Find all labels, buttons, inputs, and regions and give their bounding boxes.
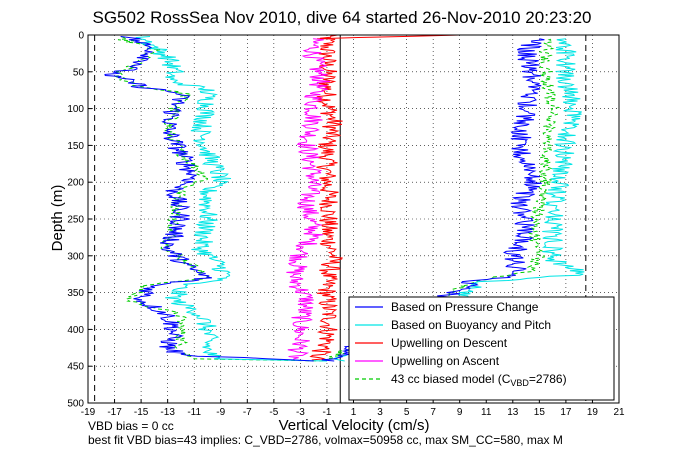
x-tick-label: -7 — [243, 407, 252, 418]
legend-entry-label: Upwelling on Ascent — [391, 354, 500, 368]
y-tick-label: 400 — [67, 325, 84, 336]
x-tick-label: 21 — [613, 407, 625, 418]
x-axis-label: Vertical Velocity (cm/s) — [279, 417, 430, 434]
y-tick-label: 150 — [67, 141, 84, 152]
legend-box — [348, 296, 615, 401]
y-tick-label: 0 — [78, 31, 84, 42]
x-tick-label: -1 — [322, 407, 331, 418]
y-tick-label: 500 — [67, 399, 84, 410]
x-tick-label: 11 — [481, 407, 492, 418]
y-tick-label: 450 — [67, 362, 84, 373]
legend-entry-label: 43 cc biased model (CVBD=2786) — [391, 372, 567, 388]
x-tick-label: 15 — [534, 407, 546, 418]
footnote-vbd-bias: VBD bias = 0 cc — [88, 419, 174, 433]
x-tick-label: 1 — [351, 407, 357, 418]
y-tick-label: 250 — [67, 215, 84, 226]
y-tick-label: 300 — [67, 251, 84, 262]
y-tick-labels: 0 50 100 150 200 250 300 350 400 450 500 — [67, 31, 84, 410]
x-tick-label: 13 — [507, 407, 519, 418]
x-tick-label: 7 — [430, 407, 436, 418]
series-0-line-descent — [104, 36, 314, 362]
x-tick-label: -15 — [134, 407, 149, 418]
x-tick-label: 9 — [457, 407, 463, 418]
x-tick-label: 5 — [404, 407, 410, 418]
x-tick-label: 17 — [560, 407, 572, 418]
series-4-line-ascent — [322, 38, 561, 362]
legend-entry-label: Upwelling on Descent — [391, 336, 508, 350]
x-tick-label: -19 — [81, 407, 96, 418]
series-3-line — [286, 38, 331, 361]
x-tick-label: -13 — [160, 407, 175, 418]
series-1-line-descent — [135, 36, 328, 362]
series-lines — [104, 34, 585, 362]
x-tick-label: 19 — [587, 407, 599, 418]
y-tick-label: 200 — [67, 178, 84, 189]
y-tick-label: 50 — [73, 67, 85, 78]
legend-entry-label: Based on Buoyancy and Pitch — [391, 318, 551, 332]
chart-title: SG502 RossSea Nov 2010, dive 64 started … — [93, 8, 592, 27]
x-tick-label: -5 — [269, 407, 278, 418]
x-tick-label: -11 — [187, 407, 201, 418]
footnote-best-fit: best fit VBD bias=43 implies: C_VBD=2786… — [88, 433, 563, 447]
x-tick-label: 3 — [377, 407, 383, 418]
legend: Based on Pressure Change Based on Buoyanc… — [348, 296, 615, 401]
x-tick-label: -17 — [107, 407, 122, 418]
series-4-line-descent — [113, 36, 328, 362]
legend-entry-label: Based on Pressure Change — [391, 300, 539, 314]
plot-frame — [87, 34, 620, 404]
reference-lines — [94, 35, 587, 403]
y-axis-label: Depth (m) — [49, 185, 66, 252]
y-tick-label: 350 — [67, 288, 84, 299]
x-tick-labels: -19 -17 -15 -13 -11 -9 -7 -5 -3 -1 1 3 5 7 9 11 13 15 17 19… — [81, 407, 625, 418]
x-tick-label: -9 — [216, 407, 225, 418]
series-2-line — [309, 34, 460, 362]
x-tick-label: -3 — [296, 407, 305, 418]
y-tick-label: 100 — [67, 104, 84, 115]
